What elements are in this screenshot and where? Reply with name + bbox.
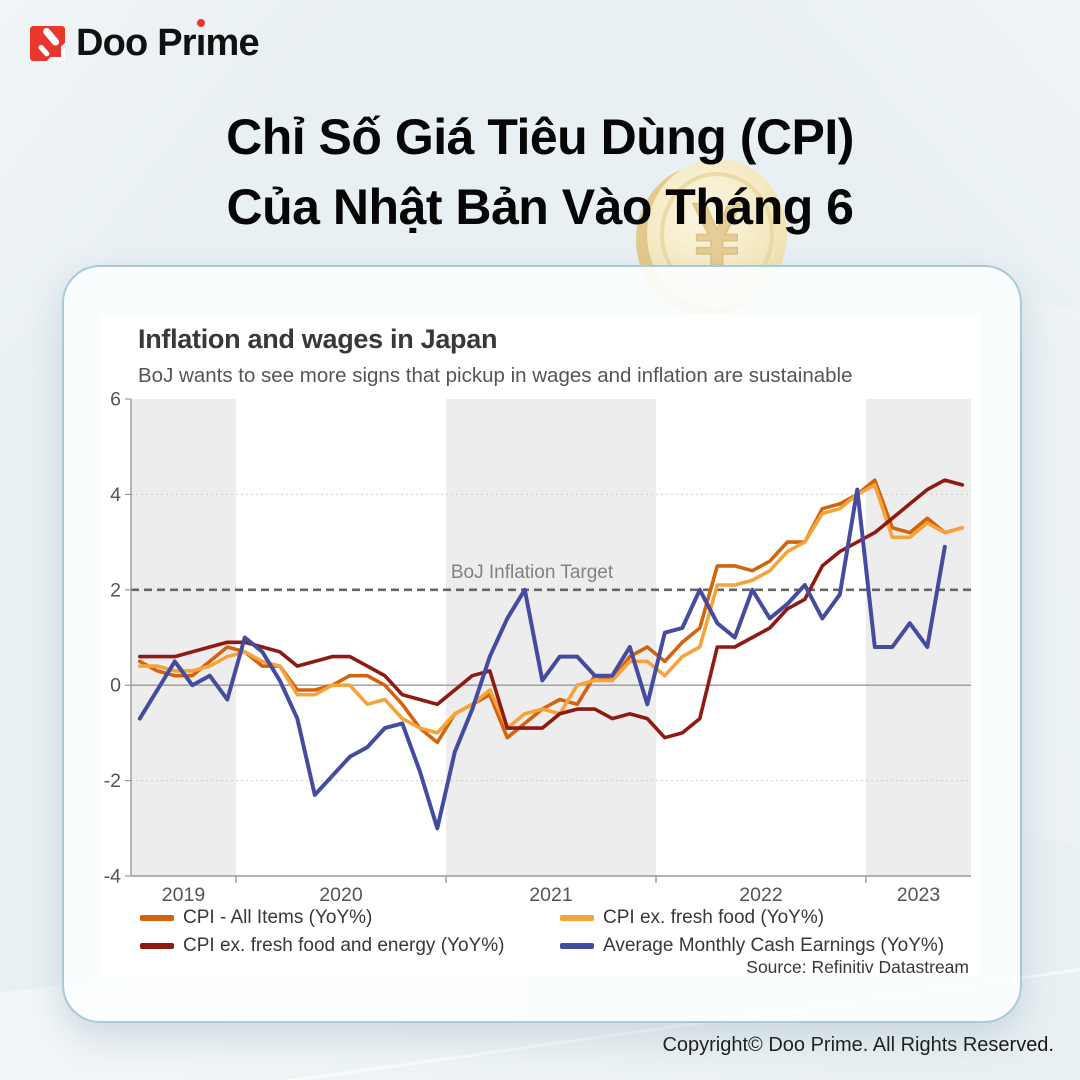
x-tick-label: 2021	[529, 884, 572, 906]
legend-label: CPI - All Items (YoY%)	[183, 907, 373, 928]
y-tick-label: -2	[104, 770, 121, 792]
legend-swatch	[140, 943, 174, 949]
doo-prime-logo-icon	[30, 26, 65, 61]
brand-i-dot	[196, 19, 205, 27]
copyright-text: Copyright© Doo Prime. All Rights Reserve…	[662, 1034, 1054, 1056]
inflation-wages-chart: BoJ Inflation Target 6 4 2 0 -2 -4 2019 2020 2021…	[104, 389, 971, 906]
legend-swatch	[140, 915, 174, 921]
brand-wordmark: Doo Prı me	[76, 19, 260, 62]
x-tick-label: 2022	[739, 884, 782, 906]
y-tick-label: 0	[110, 675, 121, 697]
y-tick-label: 2	[110, 579, 121, 601]
x-tick-label: 2019	[162, 884, 205, 906]
y-tick-label: -4	[104, 866, 121, 888]
chart-panel: BoJ Inflation Target 6 4 2 0 -2 -4 2019 2020 2021…	[102, 314, 982, 977]
page-title-line1: Chỉ Số Giá Tiêu Dùng (CPI)	[226, 109, 854, 165]
legend-swatch	[560, 915, 594, 921]
legend-item: CPI ex. fresh food and energy (YoY%)	[140, 935, 560, 957]
x-tick-label: 2020	[319, 884, 363, 906]
legend-label: CPI ex. fresh food (YoY%)	[603, 907, 825, 928]
series-line	[137, 487, 947, 831]
legend-label: CPI ex. fresh food and energy (YoY%)	[183, 935, 505, 956]
chart-legend: CPI - All Items (YoY%) CPI ex. fresh food…	[140, 904, 944, 960]
chart-source: Source: Refinitiv Datastream	[746, 957, 969, 977]
boj-target-label: BoJ Inflation Target	[451, 562, 614, 583]
series-line	[138, 478, 965, 740]
y-tick-label: 6	[110, 389, 121, 411]
page-title-line2: Của Nhật Bản Vào Tháng 6	[226, 179, 854, 235]
legend-item: CPI ex. fresh food (YoY%)	[560, 907, 944, 929]
legend-label: Average Monthly Cash Earnings (YoY%)	[603, 935, 945, 956]
legend-item: CPI - All Items (YoY%)	[140, 907, 560, 929]
chart-title: Inflation and wages in Japan	[138, 324, 498, 354]
legend-swatch	[560, 943, 594, 949]
chart-card: BoJ Inflation Target 6 4 2 0 -2 -4 2019 2020 2021…	[62, 265, 1022, 1023]
page-title: Chỉ Số Giá Tiêu Dùng (CPI) Của Nhật Bản …	[0, 102, 1080, 242]
legend-item: Average Monthly Cash Earnings (YoY%)	[560, 935, 944, 957]
chart-subtitle: BoJ wants to see more signs that pickup …	[138, 364, 853, 387]
doo-prime-logo: Doo Prı me	[30, 19, 260, 62]
y-tick-label: 4	[110, 484, 121, 506]
x-tick-label: 2023	[897, 884, 940, 906]
